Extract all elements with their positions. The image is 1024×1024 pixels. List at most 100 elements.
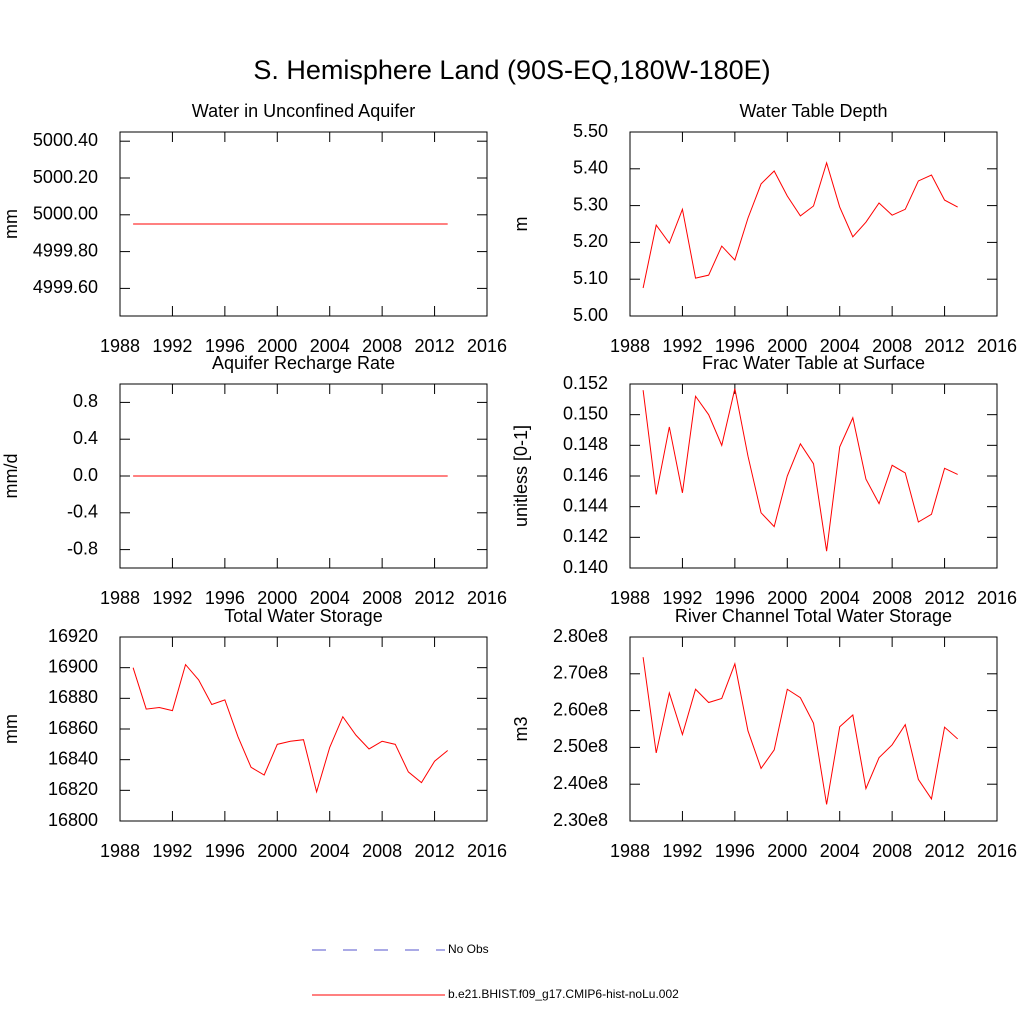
x-tick-label: 2004 (310, 336, 350, 356)
x-tick-label: 2012 (925, 588, 965, 608)
x-tick-label: 2016 (977, 588, 1017, 608)
y-axis-label: mm (1, 209, 21, 239)
y-tick-label: 0.142 (563, 526, 608, 546)
y-tick-label: 0.144 (563, 495, 608, 515)
x-tick-label: 2000 (257, 588, 297, 608)
x-tick-label: 2000 (767, 588, 807, 608)
y-axis-label: unitless [0-1] (511, 425, 531, 527)
x-tick-label: 2012 (415, 841, 455, 861)
x-tick-label: 2004 (310, 588, 350, 608)
x-tick-label: 1992 (152, 588, 192, 608)
data-line (642, 657, 959, 805)
y-axis-label: mm (1, 714, 21, 744)
x-tick-label: 2000 (767, 841, 807, 861)
x-tick-label: 2016 (467, 336, 507, 356)
x-tick-label: 1988 (610, 841, 650, 861)
x-tick-label: 2008 (362, 336, 402, 356)
x-tick-label: 1996 (715, 588, 755, 608)
x-tick-label: 2000 (767, 336, 807, 356)
figure-title: S. Hemisphere Land (90S-EQ,180W-180E) (253, 55, 770, 85)
x-tick-label: 1992 (662, 588, 702, 608)
x-tick-label: 2004 (820, 841, 860, 861)
y-tick-label: 0.152 (563, 373, 608, 393)
y-tick-label: 16800 (48, 810, 98, 830)
y-tick-label: 5.20 (573, 231, 608, 251)
plot-frame (119, 131, 488, 317)
y-tick-label: 16900 (48, 656, 98, 676)
x-tick-label: 2012 (415, 588, 455, 608)
panel-title: Total Water Storage (224, 606, 382, 626)
x-tick-label: 2008 (872, 588, 912, 608)
x-tick-label: 1988 (610, 336, 650, 356)
y-tick-label: 5.30 (573, 194, 608, 214)
x-tick-label: 2004 (820, 588, 860, 608)
y-tick-label: 5000.20 (33, 167, 98, 187)
x-tick-label: 1988 (100, 841, 140, 861)
y-tick-label: 0.4 (73, 428, 98, 448)
x-tick-label: 1996 (205, 841, 245, 861)
x-tick-label: 1992 (152, 841, 192, 861)
y-tick-label: 5.00 (573, 305, 608, 325)
legend-label: No Obs (448, 942, 489, 956)
data-line (642, 161, 958, 289)
x-tick-label: 2000 (257, 336, 297, 356)
y-tick-label: 4999.60 (33, 277, 98, 297)
x-tick-label: 2004 (820, 336, 860, 356)
x-tick-label: 2012 (925, 841, 965, 861)
x-tick-label: 2016 (977, 841, 1017, 861)
x-tick-label: 1988 (100, 336, 140, 356)
x-tick-label: 2016 (467, 841, 507, 861)
y-tick-label: 5.40 (573, 158, 608, 178)
data-line (132, 663, 448, 794)
y-tick-label: 16820 (48, 779, 98, 799)
y-axis-label: mm/d (1, 454, 21, 499)
x-tick-label: 1996 (205, 336, 245, 356)
y-tick-label: 5000.40 (33, 130, 98, 150)
y-tick-label: 16840 (48, 748, 98, 768)
y-tick-label: 4999.80 (33, 240, 98, 260)
panel-title: Water Table Depth (739, 101, 887, 121)
x-tick-label: 1992 (662, 336, 702, 356)
y-tick-label: 0.140 (563, 557, 608, 577)
y-tick-label: 0.146 (563, 465, 608, 485)
x-tick-label: 1992 (662, 841, 702, 861)
x-tick-label: 1992 (152, 336, 192, 356)
panel-title: Aquifer Recharge Rate (212, 353, 395, 373)
y-tick-label: -0.4 (67, 502, 98, 522)
y-tick-label: 2.40e8 (553, 773, 608, 793)
x-tick-label: 2008 (362, 588, 402, 608)
x-tick-label: 2004 (310, 841, 350, 861)
panel-title: Water in Unconfined Aquifer (192, 101, 415, 121)
x-tick-label: 2008 (872, 841, 912, 861)
y-tick-label: 16920 (48, 626, 98, 646)
data-line (642, 388, 958, 552)
y-tick-label: 0.148 (563, 434, 608, 454)
panel-title: River Channel Total Water Storage (675, 606, 952, 626)
x-tick-label: 1988 (610, 588, 650, 608)
y-tick-label: 0.0 (73, 465, 98, 485)
x-tick-label: 2000 (257, 841, 297, 861)
x-tick-label: 1996 (715, 841, 755, 861)
panel-title: Frac Water Table at Surface (702, 353, 925, 373)
x-tick-label: 2012 (415, 336, 455, 356)
y-tick-label: 5.50 (573, 121, 608, 141)
x-tick-label: 2016 (977, 336, 1017, 356)
x-tick-label: 1996 (205, 588, 245, 608)
y-tick-label: 2.30e8 (553, 810, 608, 830)
x-tick-label: 2016 (467, 588, 507, 608)
y-tick-label: 5.10 (573, 268, 608, 288)
y-axis-label: m3 (511, 716, 531, 741)
y-tick-label: 2.60e8 (553, 699, 608, 719)
y-tick-label: 0.150 (563, 403, 608, 423)
x-tick-label: 1996 (715, 336, 755, 356)
y-tick-label: -0.8 (67, 538, 98, 558)
y-tick-label: 2.70e8 (553, 663, 608, 683)
x-tick-label: 1988 (100, 588, 140, 608)
y-tick-label: 16880 (48, 687, 98, 707)
legend-label: b.e21.BHIST.f09_g17.CMIP6-hist-noLu.002 (448, 987, 679, 1001)
y-tick-label: 2.80e8 (553, 626, 608, 646)
x-tick-label: 2012 (925, 336, 965, 356)
x-tick-label: 2008 (872, 336, 912, 356)
y-tick-label: 0.8 (73, 391, 98, 411)
